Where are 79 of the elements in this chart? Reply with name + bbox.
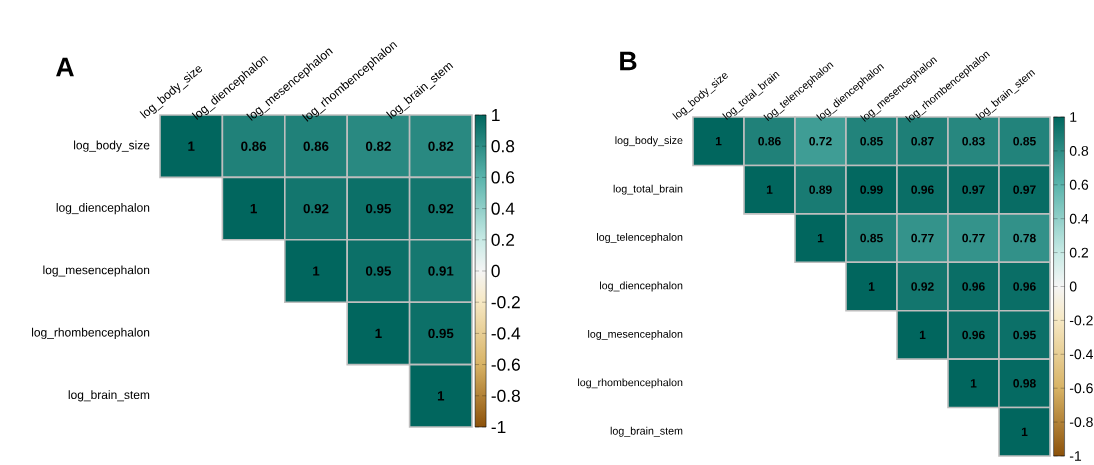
color-bar-label: -0.8	[491, 389, 520, 402]
data-label: 1	[437, 391, 445, 401]
data-label: 0.86	[758, 136, 781, 146]
color-bar-label: 0.8	[491, 140, 515, 153]
data-label: 1	[766, 185, 773, 194]
data-label: 0.96	[911, 185, 934, 194]
data-label: 0.96	[962, 282, 985, 291]
y-tick-label: log_diencephalon	[600, 281, 683, 292]
data-label: 0.86	[241, 141, 267, 151]
data-label: 0.95	[1013, 330, 1036, 340]
y-tick-label: log_diencephalon	[56, 203, 150, 215]
color-bar-label: -0.8	[1069, 417, 1093, 428]
data-label: 0.85	[1013, 136, 1036, 146]
data-label: 0.82	[365, 141, 391, 151]
color-bar-label: 0.2	[1069, 247, 1089, 258]
color-bar-label: 0.2	[491, 233, 515, 246]
color-bar-label: -0.4	[1069, 349, 1093, 360]
data-label: 1	[188, 141, 195, 151]
chart-title: B	[620, 51, 637, 71]
color-bar-label: 0.6	[1069, 179, 1089, 190]
data-label: 0.77	[911, 233, 934, 243]
data-label: 0.89	[809, 185, 832, 194]
data-label: 0.95	[365, 203, 392, 214]
color-bar-label: -1	[1069, 451, 1082, 461]
data-label: 1	[1021, 427, 1028, 436]
data-label: 0.92	[911, 282, 934, 291]
color-bar-label: -0.2	[491, 296, 520, 309]
data-label: 0.96	[962, 330, 985, 340]
data-label: 0.85	[860, 233, 883, 243]
y-tick-label: log_body_size	[74, 140, 150, 152]
color-bar-label: 0.4	[1069, 213, 1089, 224]
data-label: 1	[375, 328, 382, 338]
y-tick-label: log_total_brain	[613, 184, 683, 195]
data-label: 0.99	[860, 185, 883, 194]
data-label: 0.86	[303, 141, 329, 151]
color-bar-label: 0	[1069, 281, 1077, 292]
data-label: 0.92	[428, 203, 454, 214]
data-label: 0.87	[911, 136, 934, 146]
color-bar-label: 0.6	[491, 171, 515, 184]
data-label: 0.92	[303, 203, 329, 214]
color-bar-label: -1	[491, 421, 506, 433]
data-label: 0.97	[962, 185, 985, 194]
data-label: 0.78	[1013, 233, 1036, 243]
y-tick-label: log_mesencephalon	[588, 329, 683, 340]
chart-title: A	[56, 57, 74, 77]
color-bar-label: 0	[491, 264, 500, 278]
y-tick-label: log_body_size	[615, 136, 683, 147]
color-bar-label: 0.8	[1069, 145, 1089, 156]
data-label: 1	[919, 330, 926, 340]
y-tick-label: log_rhombencephalon	[578, 378, 683, 389]
data-label: 1	[970, 379, 977, 388]
y-tick-label: log_mesencephalon	[43, 265, 150, 277]
y-tick-label: log_rhombencephalon	[32, 327, 150, 339]
color-bar-label: -0.6	[1069, 383, 1093, 394]
data-label: 0.97	[1013, 185, 1036, 194]
color-bar-label: -0.2	[1069, 315, 1093, 326]
data-label: 0.72	[809, 136, 832, 146]
data-label: 0.91	[428, 266, 454, 276]
data-label: 0.96	[1013, 282, 1036, 291]
data-label: 1	[250, 204, 257, 214]
color-bar-label: 1	[492, 109, 500, 121]
data-label: 0.98	[1013, 379, 1036, 388]
data-label: 0.95	[365, 266, 392, 276]
y-tick-label: log_brain_stem	[68, 390, 150, 402]
color-bar-label: -0.4	[491, 327, 521, 340]
data-label: 1	[817, 233, 824, 243]
data-label: 0.85	[860, 136, 883, 146]
y-tick-label: log_telencephalon	[597, 233, 683, 244]
data-label: 0.95	[428, 328, 454, 339]
y-tick-label: log_brain_stem	[610, 426, 683, 437]
color-bar-label: 1	[1070, 112, 1077, 122]
data-label: 1	[313, 266, 320, 276]
data-label: 0.77	[962, 233, 985, 243]
data-label: 0.82	[428, 141, 454, 151]
data-label: 1	[715, 137, 722, 146]
color-bar-label: 0.4	[491, 202, 515, 215]
data-label: 0.83	[962, 136, 985, 146]
color-bar-label: -0.6	[491, 358, 520, 371]
data-label: 1	[868, 282, 875, 291]
